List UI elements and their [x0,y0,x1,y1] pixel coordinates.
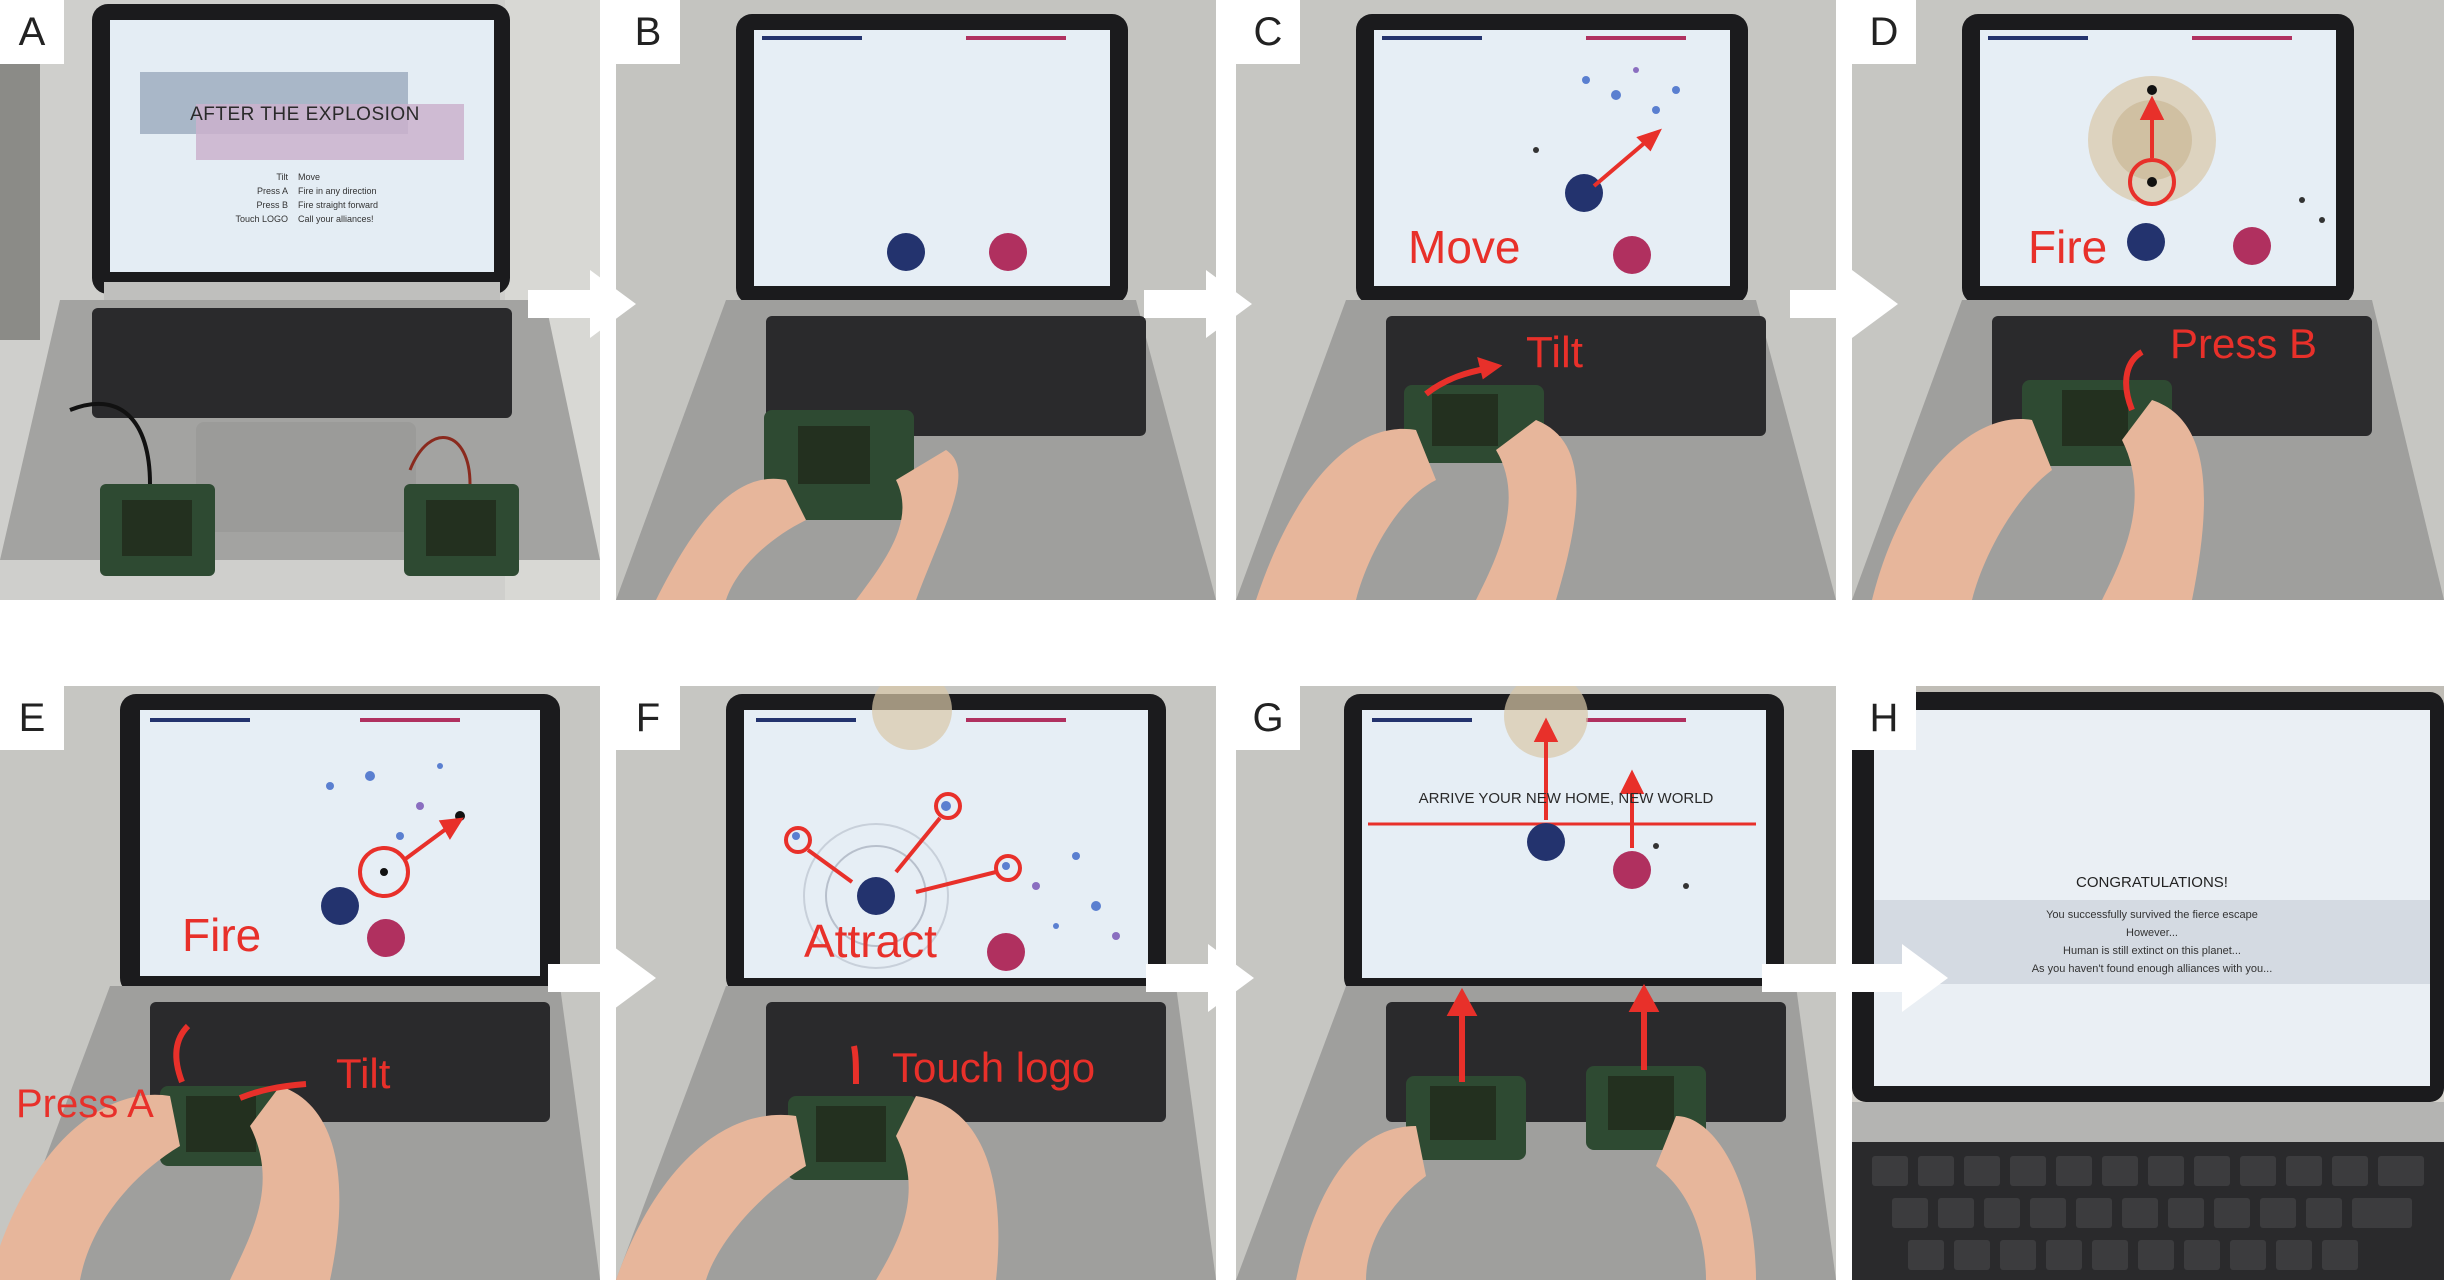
panel-label-h: H [1852,686,1916,750]
panel-label-e: E [0,686,64,750]
annotation-touch-logo: Touch logo [892,1044,1096,1091]
panel-b: B [616,0,1216,600]
flow-arrow-f-g [1146,940,1256,1016]
annotation-fire: Fire [182,909,262,961]
annotation-arrows-c [1424,128,1662,397]
annotation-tilt: Tilt [1526,328,1584,377]
annotation-press-b: Press B [2170,320,2318,367]
control-action: Fire straight forward [298,200,379,210]
screen-line: As you haven't found enough alliances wi… [2031,963,2273,975]
photo-panel-c [1236,0,1836,600]
photo-panel-a [0,0,600,600]
annotation-arrows-d [2123,95,2176,412]
panel-label-c: C [1236,0,1300,64]
panel-label-d: D [1852,0,1916,64]
panel-h: H CONGRATULATIONS! You successfully surv… [1852,686,2444,1280]
panel-e: E Fire Press A Tilt [0,686,600,1280]
control-action: Fire in any direction [298,186,377,196]
panel-f: F Attract Touch logo [616,686,1216,1280]
control-key: Touch LOGO [235,214,288,224]
control-action: Move [298,172,321,182]
control-action: Call your alliances! [298,214,374,224]
panel-label-b: B [616,0,680,64]
screen-title-h: CONGRATULATIONS! [2076,874,2228,891]
screen-title-a: AFTER THE EXPLOSION [190,104,420,125]
screen-line: However... [2126,927,2178,939]
screen-line: You successfully survived the fierce esc… [2046,909,2258,921]
panel-a: A AFTER THE EXPLOSION Tilt Move Press A Fi… [0,0,600,600]
annotation-fire: Fire [2028,221,2108,273]
panel-label-g: G [1236,686,1300,750]
panel-label-a: A [0,0,64,64]
flow-arrow-c-d [1790,266,1900,342]
panel-d: D Fire Press B [1852,0,2444,600]
flow-arrow-e-f [548,940,658,1016]
annotation-arrows-f [784,792,1022,1085]
panel-c: C Move Tilt [1236,0,1836,600]
flow-arrow-b-c [1144,266,1254,342]
flow-arrow-g-h [1762,940,1950,1016]
annotation-arrows-e [173,817,464,1101]
annotation-attract: Attract [804,915,937,967]
control-key: Press A [256,186,288,196]
photo-panel-f [616,686,1216,1280]
control-key: Tilt [276,172,288,182]
photo-panel-d [1852,0,2444,600]
flow-arrow-a-b [528,266,638,342]
panel-label-f: F [616,686,680,750]
screen-line: Human is still extinct on this planet... [2063,945,2241,957]
screen-text-g: ARRIVE YOUR NEW HOME, NEW WORLD [1418,790,1714,807]
annotation-tilt: Tilt [336,1050,391,1097]
photo-panel-g [1236,686,1836,1280]
screen-lines-h: You successfully survived the fierce esc… [1932,906,2372,978]
annotation-press-a: Press A [16,1082,154,1126]
photo-panel-h [1852,686,2444,1280]
control-key: Press B [256,200,288,210]
controls-list-a: Tilt Move Press A Fire in any direction Pr… [212,170,452,226]
annotation-move: Move [1408,221,1521,273]
photo-panel-b [616,0,1216,600]
panel-g: G ARRIVE YOUR NEW HOME, NEW WORLD [1236,686,1836,1280]
photo-panel-e [0,686,600,1280]
annotation-arrows-g [1446,717,1660,1082]
